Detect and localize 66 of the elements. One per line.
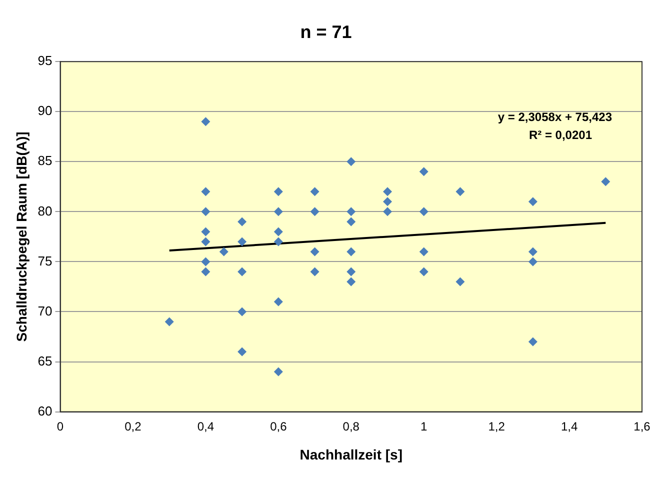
point bbox=[528, 247, 538, 256]
point bbox=[201, 267, 210, 276]
point bbox=[419, 207, 428, 216]
annotation: y = 2,3058x + 75,423 bbox=[498, 110, 612, 124]
point bbox=[219, 247, 228, 256]
y-tick-label: 90 bbox=[38, 103, 52, 118]
chart-title: n = 71 bbox=[300, 22, 352, 42]
x-tick-label: 0,8 bbox=[342, 419, 360, 434]
x-tick-label: 0,4 bbox=[197, 419, 214, 434]
point bbox=[346, 207, 356, 216]
x-tick-label: 1,4 bbox=[560, 419, 578, 434]
point bbox=[310, 247, 320, 256]
point bbox=[238, 267, 247, 276]
point bbox=[201, 187, 210, 196]
point bbox=[201, 237, 210, 246]
point bbox=[164, 317, 174, 326]
point bbox=[238, 237, 247, 246]
point bbox=[201, 257, 210, 266]
point bbox=[310, 267, 320, 276]
y-tick-label: 65 bbox=[38, 353, 52, 368]
y-tick-label: 60 bbox=[38, 403, 52, 418]
y-tick-label: 80 bbox=[38, 203, 52, 218]
x-tick-label: 0 bbox=[56, 419, 64, 434]
point bbox=[528, 197, 538, 206]
point bbox=[456, 187, 465, 196]
point bbox=[528, 257, 538, 266]
point bbox=[346, 247, 356, 256]
x-tick-label: 1,2 bbox=[488, 419, 506, 434]
point bbox=[419, 167, 428, 176]
point bbox=[238, 307, 247, 316]
point bbox=[274, 187, 283, 196]
point bbox=[382, 197, 392, 206]
point bbox=[310, 207, 320, 216]
point bbox=[456, 277, 465, 286]
point bbox=[419, 247, 428, 256]
point bbox=[346, 217, 356, 226]
y-tick-label: 95 bbox=[38, 53, 52, 68]
point bbox=[419, 267, 428, 276]
point bbox=[382, 187, 392, 196]
point bbox=[201, 227, 210, 236]
x-tick-label: 0,6 bbox=[270, 419, 288, 434]
point bbox=[274, 237, 283, 246]
y-tick-label: 70 bbox=[38, 303, 52, 318]
point bbox=[274, 207, 283, 216]
point bbox=[201, 207, 210, 216]
point bbox=[601, 177, 610, 186]
y-axis-title: Schalldruckpegel Raum [dB(A)] bbox=[13, 132, 30, 342]
y-tick-label: 75 bbox=[38, 253, 52, 268]
point bbox=[238, 347, 247, 356]
point bbox=[238, 217, 247, 226]
point bbox=[274, 227, 283, 236]
annotation: R² = 0,0201 bbox=[528, 128, 592, 142]
x-tick-label: 1 bbox=[420, 419, 428, 434]
point bbox=[201, 117, 210, 126]
point bbox=[346, 157, 356, 166]
x-tick-label: 1,6 bbox=[634, 419, 651, 434]
point bbox=[346, 277, 356, 286]
x-tick-label: 0,2 bbox=[124, 419, 142, 434]
point bbox=[310, 187, 320, 196]
x-axis-title: Nachhallzeit [s] bbox=[300, 446, 402, 462]
point bbox=[274, 297, 283, 306]
point bbox=[346, 267, 356, 276]
point bbox=[382, 207, 392, 216]
y-tick-label: 85 bbox=[38, 153, 52, 168]
point bbox=[528, 337, 538, 346]
point bbox=[274, 367, 283, 376]
